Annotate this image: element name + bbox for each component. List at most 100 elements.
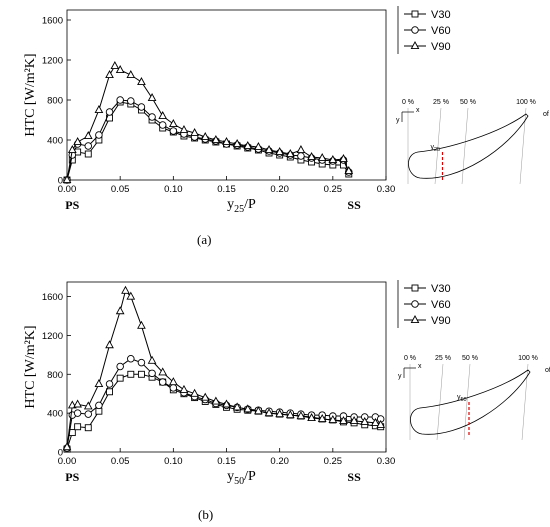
- data-point-V60: [127, 97, 135, 105]
- data-point-V30: [74, 423, 82, 431]
- data-point-V60: [116, 362, 124, 371]
- data-point-V90: [67, 145, 77, 154]
- y-axis-label: HTC [W/m²K]: [23, 325, 38, 408]
- x-tick-label: 0.20: [270, 456, 289, 467]
- series-line-V90: [66, 65, 350, 181]
- data-point-V90: [339, 154, 348, 163]
- data-point-V90: [296, 145, 306, 154]
- data-point-V90: [296, 411, 306, 420]
- data-point-V90: [158, 111, 168, 120]
- x-axis-label-sub: 25: [234, 204, 244, 215]
- data-point-V90: [73, 399, 82, 408]
- y-tick-label: 1200: [42, 331, 63, 342]
- airfoil-inset: 0 %25 %50 %100 %of Cxyxy25: [396, 99, 550, 185]
- data-point-V90: [344, 166, 354, 175]
- data-point-V90: [317, 153, 327, 162]
- inset-x-label: x: [418, 363, 422, 370]
- x-tick-label: 0.00: [58, 184, 77, 195]
- data-point-V90: [179, 125, 189, 134]
- x-tick-label: 0.15: [217, 184, 236, 195]
- inset-y-label: y: [398, 373, 402, 380]
- inset-of-main: of C: [543, 111, 550, 118]
- section-cut-sub: 25: [434, 147, 440, 153]
- data-point-V30: [84, 424, 92, 432]
- data-point-V90: [179, 384, 189, 393]
- data-point-V90: [222, 137, 231, 146]
- data-point-V90: [158, 367, 168, 376]
- section-cut-sub: 50: [461, 397, 467, 403]
- inset-pct-label: 100 %: [516, 99, 536, 106]
- x-tick-label: 0.30: [377, 184, 396, 195]
- data-point-V90: [339, 415, 348, 424]
- data-point-V90: [168, 377, 178, 386]
- legend-label: V30: [431, 283, 451, 295]
- data-point-V90: [264, 408, 274, 417]
- data-point-V90: [275, 147, 285, 156]
- y-tick-label: 400: [47, 409, 63, 420]
- data-point-V90: [190, 128, 199, 137]
- data-point-V90: [371, 417, 380, 426]
- legend-marker: [411, 10, 419, 18]
- inset-guide-line: [461, 107, 469, 185]
- data-point-V90: [264, 145, 274, 154]
- data-point-V90: [105, 340, 114, 349]
- data-point-V90: [147, 93, 157, 102]
- data-point-V60: [169, 127, 178, 135]
- data-point-V90: [285, 410, 295, 419]
- y-tick-label: 800: [47, 370, 63, 381]
- ps-label: PS: [65, 198, 79, 212]
- panel-label-a: (a): [197, 232, 212, 247]
- inset-pct-label: 100 %: [518, 355, 538, 362]
- x-tick-label: 0.00: [58, 456, 77, 467]
- data-point-V60: [158, 378, 167, 386]
- data-point-V90: [200, 132, 210, 141]
- inset-guide-line: [436, 363, 444, 441]
- y-tick-label: 1600: [42, 292, 63, 303]
- data-point-V60: [127, 354, 135, 363]
- data-point-V90: [137, 320, 146, 329]
- x-axis-label-tail: /P: [244, 469, 256, 484]
- data-point-V60: [116, 96, 124, 104]
- data-point-V90: [349, 415, 359, 424]
- data-point-V60: [105, 108, 114, 116]
- inset-guide-line: [463, 363, 471, 441]
- data-point-V60: [297, 152, 305, 160]
- data-point-V90: [211, 396, 221, 405]
- airfoil-outline: [408, 113, 529, 179]
- plot-frame: [66, 281, 387, 453]
- x-tick-label: 0.10: [164, 456, 183, 467]
- data-point-V90: [254, 406, 263, 415]
- inset-pct-label: 50 %: [462, 355, 478, 362]
- x-axis-label-main: y: [227, 469, 234, 484]
- x-tick-label: 0.30: [377, 456, 396, 467]
- y-axis-label: HTC [W/m²K]: [23, 53, 38, 136]
- inset-of-main: of C: [545, 367, 550, 374]
- data-point-V60: [169, 384, 178, 392]
- data-point-V90: [328, 155, 338, 164]
- inset-guide-line: [521, 363, 529, 441]
- legend-marker: [411, 26, 419, 34]
- data-point-V90: [211, 135, 221, 144]
- data-point-V90: [110, 61, 120, 70]
- data-point-V90: [360, 416, 370, 425]
- x-tick-label: 0.15: [217, 456, 236, 467]
- inset-of-label: of Cx: [543, 111, 550, 120]
- x-tick-label: 0.25: [324, 456, 343, 467]
- data-point-V90: [105, 70, 114, 79]
- x-tick-label: 0.10: [164, 184, 183, 195]
- section-cut-label: y25: [431, 144, 441, 153]
- data-point-V90: [147, 355, 157, 364]
- data-point-V90: [83, 131, 93, 140]
- data-point-V90: [254, 142, 263, 151]
- data-point-V90: [137, 77, 146, 86]
- data-point-V30: [127, 370, 135, 378]
- legend-marker: [411, 300, 419, 308]
- data-point-V60: [158, 121, 167, 129]
- data-point-V60: [137, 103, 146, 111]
- legend-marker: [411, 284, 419, 292]
- data-point-V90: [317, 414, 327, 423]
- data-point-V60: [73, 409, 82, 417]
- y-tick-label: 1600: [42, 16, 63, 27]
- figure-a: 0 400 800 1200 1600 0.00 0.05 0.10 0.15 0.20 0.25 0…: [0, 0, 550, 250]
- data-point-V90: [285, 149, 295, 158]
